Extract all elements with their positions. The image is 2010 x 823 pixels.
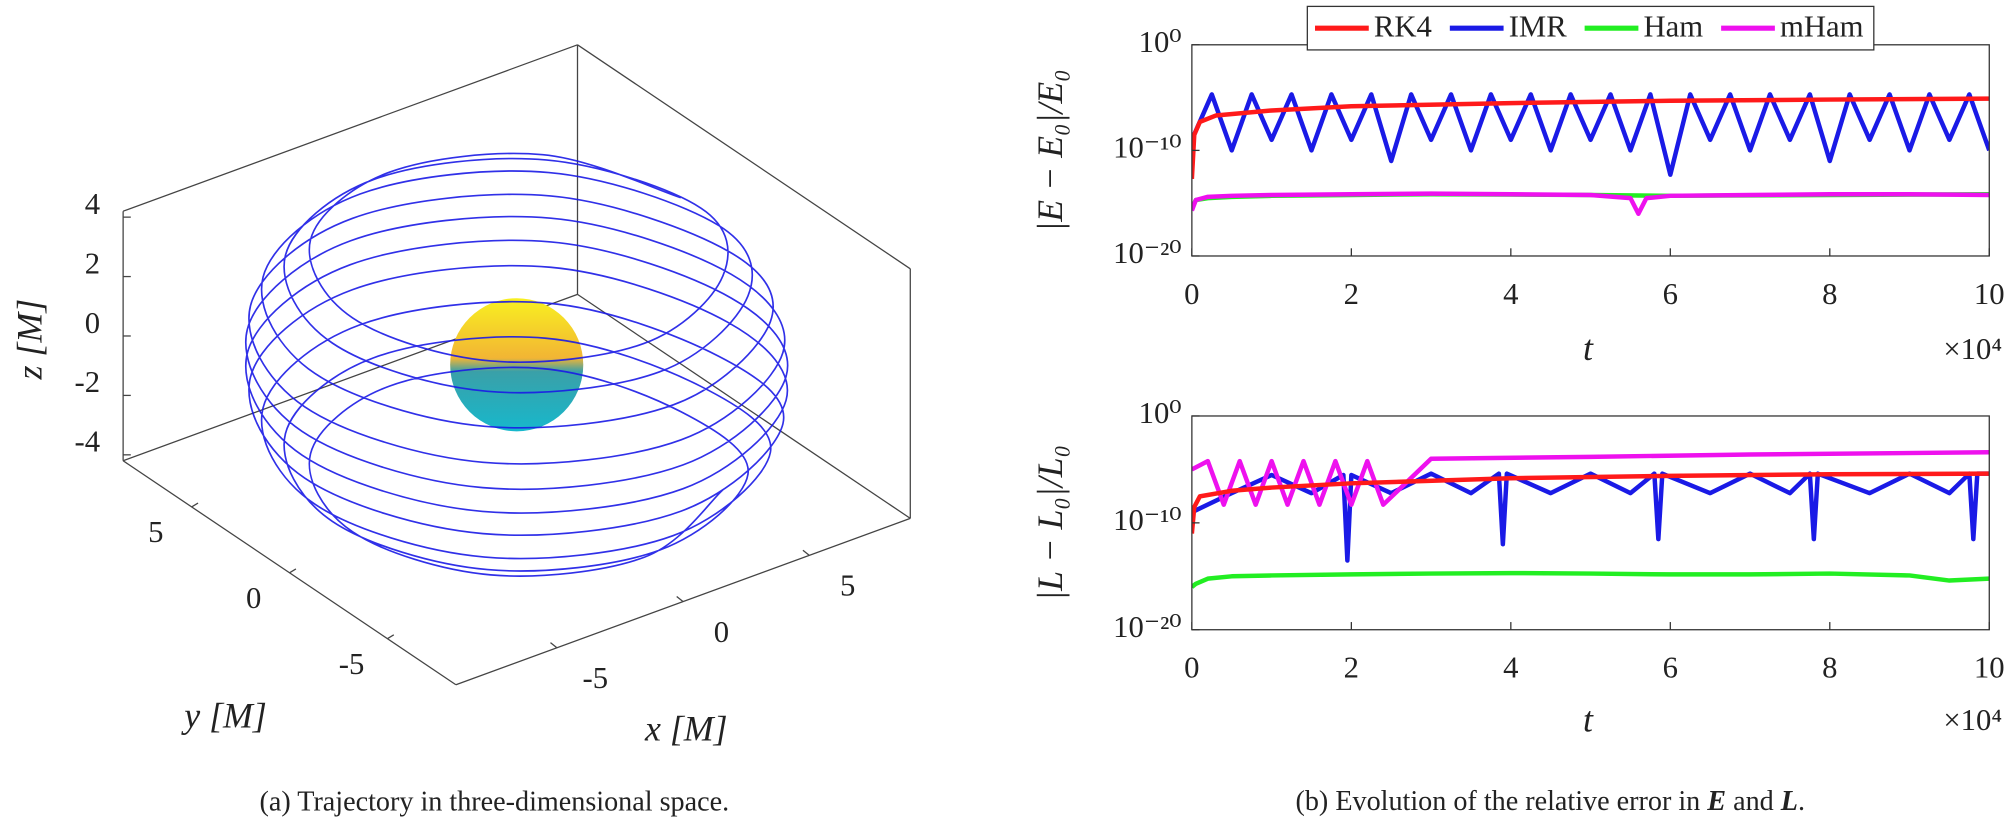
y-tick-label: 10⁻²⁰ <box>1113 236 1181 270</box>
y-tick <box>191 502 199 508</box>
x-tick-label: 6 <box>1663 651 1678 685</box>
series-line <box>1191 92 1990 177</box>
legend: RK4 IMR Ham mHam <box>1306 5 1875 51</box>
x-tick-label: 2 <box>1344 277 1359 311</box>
y-axis-label: |E − E₀|/E₀ <box>1030 69 1070 231</box>
x-tick-label: 0 <box>1184 277 1199 311</box>
legend-label: Ham <box>1644 9 1704 43</box>
box-edge <box>577 44 911 270</box>
caption-part: E <box>1706 786 1726 817</box>
x-tick-label: 4 <box>1503 651 1518 685</box>
x-tick-label: 8 <box>1822 651 1837 685</box>
y-tick-label: 5 <box>148 515 163 549</box>
y-tick <box>289 568 297 574</box>
x-multiplier: ×10⁴ <box>1943 332 2002 366</box>
sphere <box>450 298 584 432</box>
x-tick-label: 6 <box>1663 277 1678 311</box>
x-tick-label: 10 <box>1974 277 2005 311</box>
x-tick-label: 4 <box>1503 277 1518 311</box>
y-tick-label: 10⁰ <box>1139 396 1182 430</box>
x-tick-label: 5 <box>840 569 855 603</box>
z-axis-label: z [M] <box>10 299 50 381</box>
z-tick-label: -4 <box>75 425 101 459</box>
caption-part: L <box>1780 786 1798 817</box>
y-tick-label: 10⁻²⁰ <box>1113 610 1181 644</box>
axes-box <box>1191 415 1990 631</box>
x-tick <box>802 549 810 556</box>
x-axis-label: t <box>1583 328 1594 368</box>
y-axis-label: y [M] <box>181 696 267 736</box>
x-axis-label: t <box>1583 699 1594 739</box>
z-tick-label: 2 <box>85 246 100 280</box>
x-tick-label: 0 <box>1184 651 1199 685</box>
x-multiplier: ×10⁴ <box>1943 703 2002 737</box>
legend-label: mHam <box>1780 9 1864 43</box>
x-tick-label: 10 <box>1974 651 2005 685</box>
z-tick-label: -2 <box>75 365 101 399</box>
caption-part: (b) Evolution of the relative error in <box>1295 786 1707 817</box>
series-line <box>1191 570 1990 589</box>
y-tick-label: 10⁻¹⁰ <box>1113 130 1181 164</box>
caption-part: . <box>1798 786 1805 817</box>
y-tick-label: 10⁻¹⁰ <box>1113 503 1181 537</box>
x-tick-label: 2 <box>1344 651 1359 685</box>
series-line <box>1191 191 1990 216</box>
x-axis-label: x [M] <box>644 708 728 748</box>
caption-b: (b) Evolution of the relative error in E… <box>1295 786 1805 817</box>
series-line <box>1191 471 1990 534</box>
trajectory <box>245 152 789 577</box>
box-edge <box>122 44 578 212</box>
x-tick-label: 0 <box>714 615 729 649</box>
y-axis-label: |L − L₀|/L₀ <box>1030 445 1070 601</box>
box-edge <box>577 293 911 519</box>
legend-label: IMR <box>1509 9 1568 43</box>
y-tick <box>387 634 395 640</box>
x-tick <box>550 642 558 649</box>
caption-part: and <box>1726 786 1781 817</box>
y-tick-label: 10⁰ <box>1139 25 1182 59</box>
caption-a: (a) Trajectory in three-dimensional spac… <box>259 786 729 817</box>
x-tick-label: -5 <box>582 661 608 695</box>
series-line <box>1191 471 1990 563</box>
z-tick-label: 4 <box>85 187 100 221</box>
y-tick-label: 0 <box>246 581 261 615</box>
legend-label: RK4 <box>1374 9 1432 43</box>
series-line <box>1191 450 1990 507</box>
x-tick-label: 8 <box>1822 277 1837 311</box>
z-tick-label: 0 <box>85 306 100 340</box>
y-tick-label: -5 <box>339 647 365 681</box>
x-tick <box>676 595 684 603</box>
series-line <box>1191 96 1990 180</box>
